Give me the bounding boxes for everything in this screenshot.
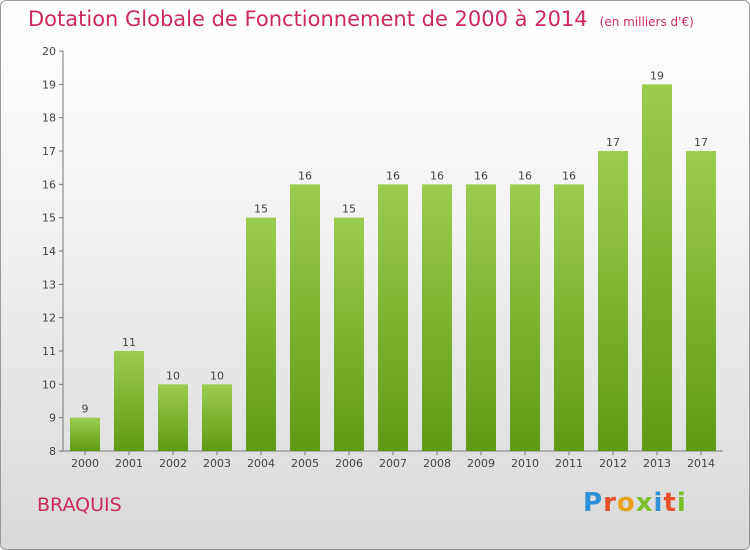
bar bbox=[686, 151, 716, 451]
bar bbox=[510, 184, 540, 452]
data-label: 10 bbox=[166, 369, 180, 382]
x-tick-label: 2010 bbox=[511, 457, 539, 470]
place-name: BRAQUIS bbox=[37, 494, 122, 516]
plot-area: 8 9 10 11 12 13 14 15 16 17 18 19 20 9 2000 11 2001 10 200… bbox=[42, 45, 723, 470]
y-tick-label: 17 bbox=[42, 145, 56, 158]
x-tick-label: 2006 bbox=[335, 457, 363, 470]
y-tick-label: 13 bbox=[42, 278, 56, 291]
proxiti-logo: Proxiti bbox=[583, 488, 687, 518]
y-tick-label: 16 bbox=[42, 178, 56, 191]
bar bbox=[642, 84, 672, 451]
x-tick-label: 2011 bbox=[555, 457, 583, 470]
data-label: 9 bbox=[82, 403, 89, 416]
x-tick-label: 2012 bbox=[599, 457, 627, 470]
logo-letter: i bbox=[653, 488, 664, 518]
x-tick-label: 2007 bbox=[379, 457, 407, 470]
x-tick-label: 2005 bbox=[291, 457, 319, 470]
x-tick-label: 2001 bbox=[115, 457, 143, 470]
y-tick-label: 15 bbox=[42, 212, 56, 225]
y-tick-label: 19 bbox=[42, 78, 56, 91]
logo-letter: r bbox=[603, 488, 617, 518]
logo-letter: t bbox=[663, 488, 677, 518]
chart-subtitle: (en milliers d'€) bbox=[599, 15, 694, 29]
x-tick-label: 2000 bbox=[71, 457, 99, 470]
bar bbox=[202, 384, 232, 451]
bar bbox=[290, 184, 320, 452]
x-tick-label: 2003 bbox=[203, 457, 231, 470]
y-tick-label: 8 bbox=[49, 445, 56, 458]
data-label: 19 bbox=[650, 69, 664, 82]
data-label: 16 bbox=[474, 169, 488, 182]
logo-letter: o bbox=[616, 488, 636, 518]
bar bbox=[70, 417, 100, 451]
x-tick-label: 2009 bbox=[467, 457, 495, 470]
bar bbox=[598, 151, 628, 451]
y-tick-label: 14 bbox=[42, 245, 56, 258]
data-label: 15 bbox=[342, 203, 356, 216]
bar bbox=[114, 351, 144, 451]
y-tick-label: 12 bbox=[42, 312, 56, 325]
bar bbox=[422, 184, 452, 452]
bar bbox=[158, 384, 188, 451]
y-tick-label: 18 bbox=[42, 112, 56, 125]
y-tick-label: 9 bbox=[49, 412, 56, 425]
data-label: 16 bbox=[298, 169, 312, 182]
chart-title: Dotation Globale de Fonctionnement de 20… bbox=[28, 7, 694, 31]
y-tick-label: 20 bbox=[42, 45, 56, 58]
data-label: 16 bbox=[518, 169, 532, 182]
bar bbox=[246, 217, 276, 451]
data-label: 11 bbox=[122, 336, 136, 349]
data-label: 10 bbox=[210, 369, 224, 382]
y-tick-label: 10 bbox=[42, 378, 56, 391]
y-tick-label: 11 bbox=[42, 345, 56, 358]
data-label: 17 bbox=[606, 136, 620, 149]
bar bbox=[466, 184, 496, 452]
bar bbox=[334, 217, 364, 451]
x-tick-label: 2004 bbox=[247, 457, 275, 470]
logo-letter: x bbox=[635, 488, 654, 518]
bar bbox=[554, 184, 584, 452]
data-label: 16 bbox=[386, 169, 400, 182]
chart-title-text: Dotation Globale de Fonctionnement de 20… bbox=[28, 7, 588, 31]
x-tick-label: 2014 bbox=[687, 457, 715, 470]
data-label: 17 bbox=[694, 136, 708, 149]
logo-letter: i bbox=[676, 488, 687, 518]
data-label: 16 bbox=[562, 169, 576, 182]
logo-letter: P bbox=[583, 488, 604, 518]
data-label: 15 bbox=[254, 203, 268, 216]
x-tick-label: 2008 bbox=[423, 457, 451, 470]
data-label: 16 bbox=[430, 169, 444, 182]
bar bbox=[378, 184, 408, 452]
x-tick-label: 2013 bbox=[643, 457, 671, 470]
x-tick-label: 2002 bbox=[159, 457, 187, 470]
